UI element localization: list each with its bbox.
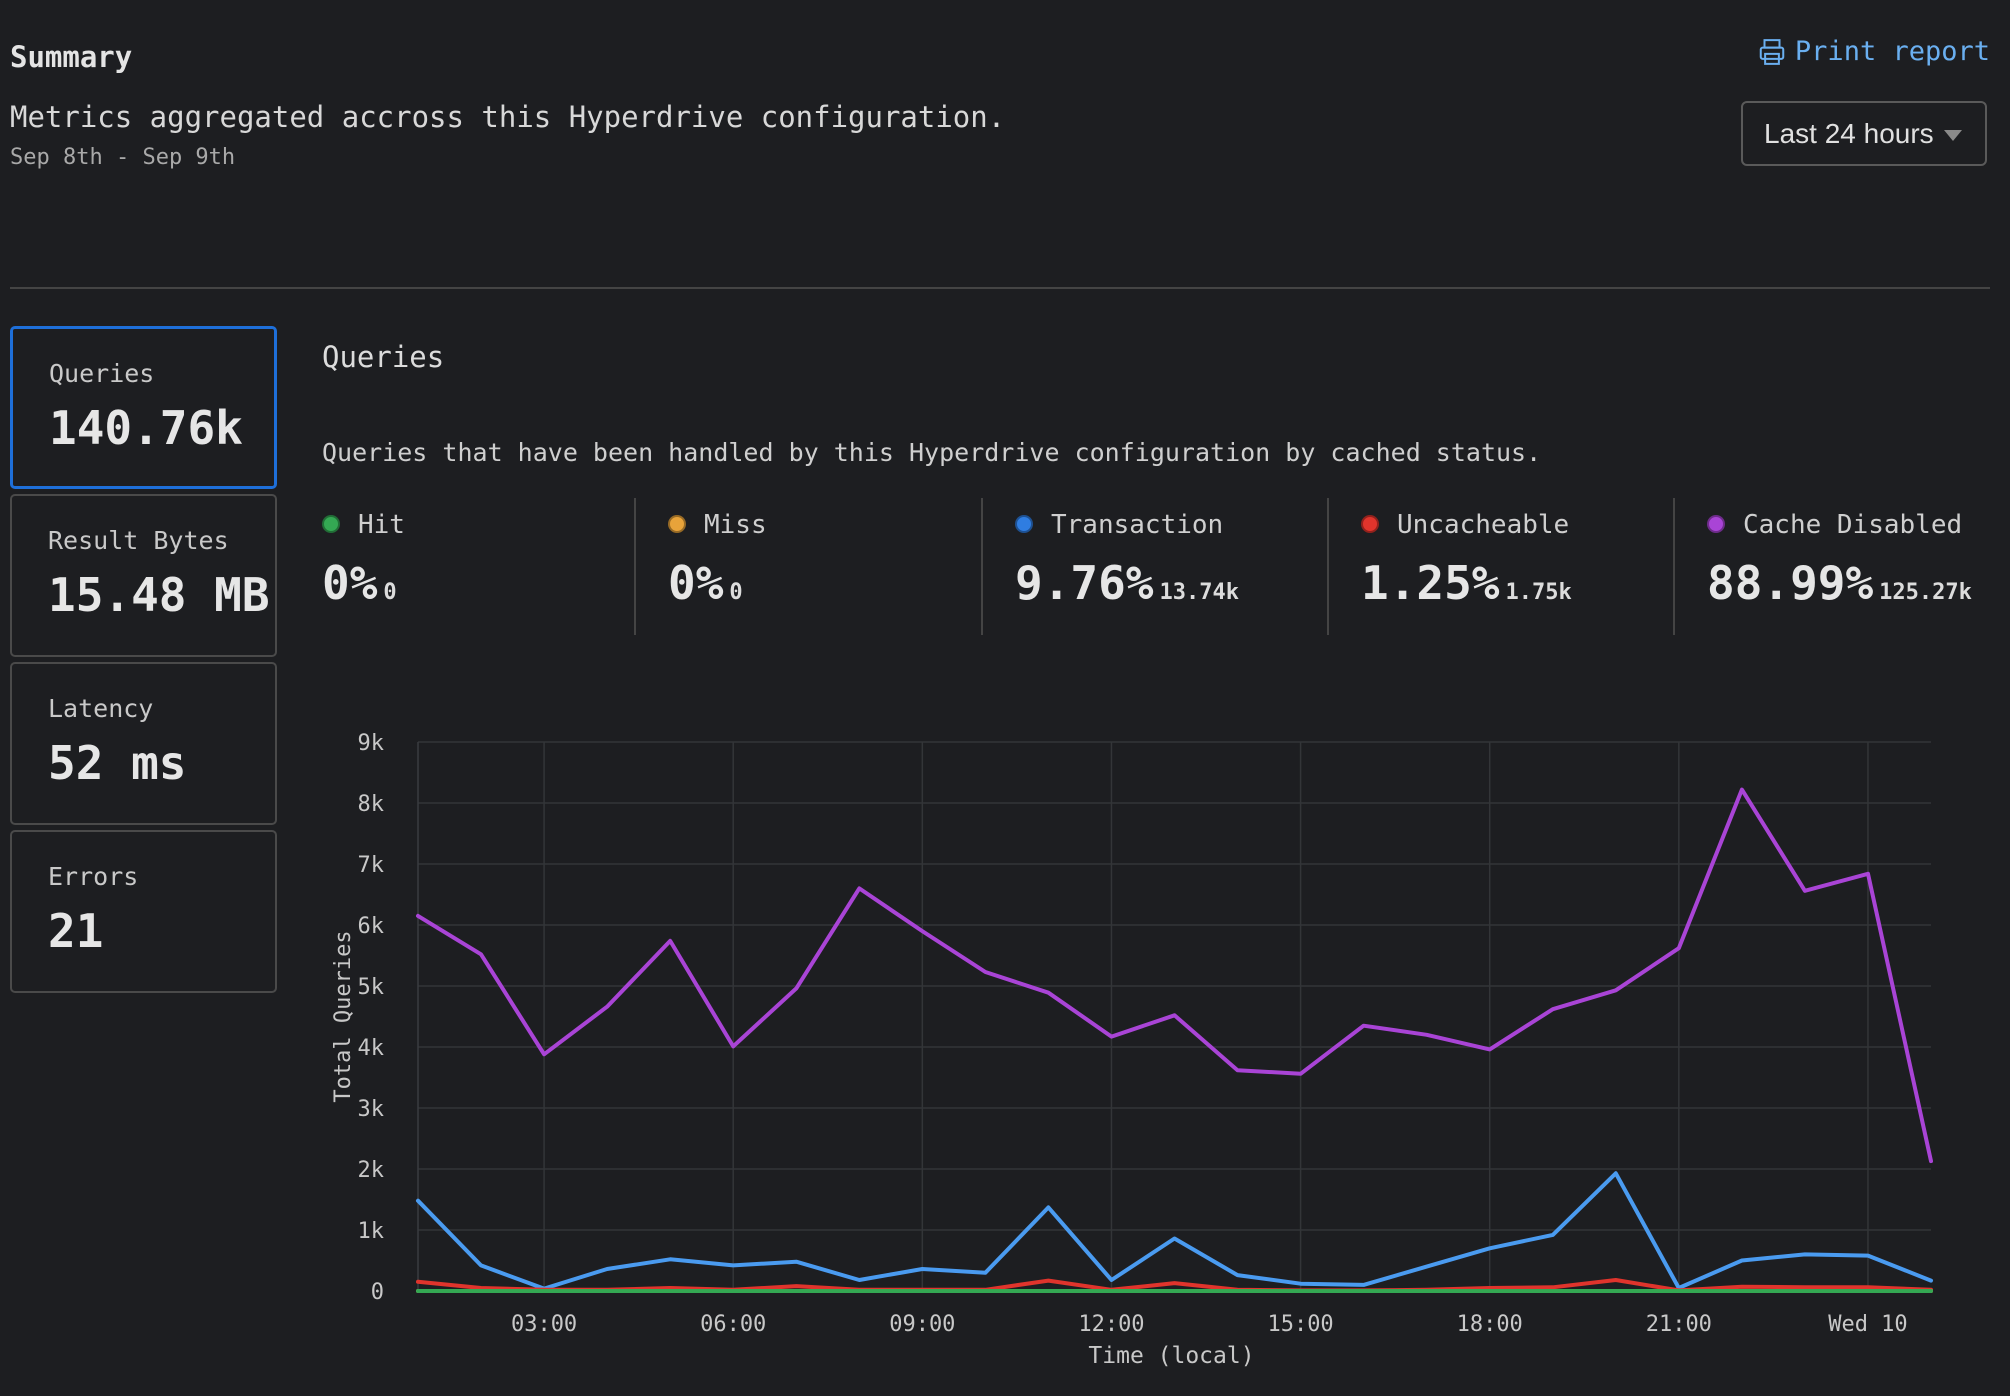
legend-percent-value: 88.99% [1707, 556, 1874, 610]
legend-item-transaction[interactable]: Transaction 9.76% 13.74k [1015, 510, 1315, 635]
legend-count: 0 [729, 580, 743, 605]
status-dot-icon [668, 515, 686, 533]
x-axis-label: Time (local) [1088, 1343, 1254, 1369]
x-tick-label: 03:00 [511, 1312, 577, 1337]
status-dot-icon [1707, 515, 1725, 533]
queries-section-description: Queries that have been handled by this H… [322, 438, 1542, 467]
time-range-value: Last 24 hours [1764, 117, 1934, 149]
legend-name: Transaction [1051, 510, 1224, 540]
legend-count: 13.74k [1159, 580, 1239, 605]
page-description: Metrics aggregated accross this Hyperdri… [10, 100, 1006, 134]
chevron-down-icon [1943, 130, 1962, 141]
y-tick-label: 1k [358, 1219, 385, 1244]
metric-value: 21 [48, 904, 104, 958]
y-axis-label: Total Queries [331, 930, 356, 1102]
metric-card-queries[interactable]: Queries 140.76k [10, 326, 277, 489]
series-line-cache-disabled [416, 787, 1933, 1164]
metric-value: 15.48 MB [48, 568, 270, 622]
series-line-transaction [416, 1171, 1933, 1291]
legend-percent-value: 0% [322, 556, 378, 610]
metric-card-errors[interactable]: Errors 21 [10, 830, 277, 993]
legend-percent: 88.99% 125.27k [1707, 556, 1972, 610]
metric-card-latency[interactable]: Latency 52 ms [10, 662, 277, 825]
print-report-link[interactable]: Print report [1757, 36, 1990, 67]
y-tick-label: 2k [358, 1158, 385, 1183]
legend-percent: 0% 0 [322, 556, 397, 610]
x-tick-label: 12:00 [1078, 1312, 1144, 1337]
x-tick-label: Wed 10 [1828, 1312, 1907, 1337]
date-range: Sep 8th - Sep 9th [10, 145, 236, 170]
legend-item-miss[interactable]: Miss 0% 0 [668, 510, 968, 635]
legend-divider [1327, 498, 1329, 635]
metric-label: Latency [48, 694, 154, 723]
y-tick-label: 0 [371, 1280, 384, 1305]
page-title: Summary [10, 40, 133, 74]
printer-icon [1759, 38, 1785, 65]
x-tick-label: 09:00 [889, 1312, 955, 1337]
y-tick-label: 8k [358, 792, 385, 817]
legend-percent: 1.25% 1.75k [1361, 556, 1572, 610]
legend-divider [634, 498, 636, 635]
y-tick-label: 5k [358, 975, 385, 1000]
legend-count: 125.27k [1879, 580, 1972, 605]
legend-name: Miss [704, 510, 767, 540]
metric-card-result-bytes[interactable]: Result Bytes 15.48 MB [10, 494, 277, 657]
y-tick-label: 7k [358, 853, 385, 878]
metric-label: Result Bytes [48, 526, 229, 555]
status-dot-icon [322, 515, 340, 533]
metric-label: Errors [48, 862, 139, 891]
status-dot-icon [1361, 515, 1379, 533]
legend-divider [1673, 498, 1675, 635]
metric-value: 52 ms [48, 736, 187, 790]
legend-name: Cache Disabled [1743, 510, 1963, 540]
y-tick-label: 9k [358, 731, 385, 756]
legend-percent-value: 9.76% [1015, 556, 1154, 610]
x-tick-label: 21:00 [1646, 1312, 1712, 1337]
legend-name: Uncacheable [1397, 510, 1570, 540]
legend-item-cache-disabled[interactable]: Cache Disabled 88.99% 125.27k [1707, 510, 2007, 635]
legend-item-hit[interactable]: Hit 0% 0 [322, 510, 622, 635]
y-tick-label: 4k [358, 1036, 385, 1061]
legend-name: Hit [358, 510, 405, 540]
x-tick-label: 15:00 [1267, 1312, 1333, 1337]
print-report-label: Print report [1794, 36, 1990, 67]
legend-item-uncacheable[interactable]: Uncacheable 1.25% 1.75k [1361, 510, 1661, 635]
series-line-uncacheable [416, 1278, 1933, 1293]
legend-percent: 9.76% 13.74k [1015, 556, 1239, 610]
legend-count: 1.75k [1505, 580, 1572, 605]
legend-percent-value: 0% [668, 556, 724, 610]
queries-section-title: Queries [322, 340, 445, 374]
legend-divider [981, 498, 983, 635]
legend-percent-value: 1.25% [1361, 556, 1500, 610]
y-tick-label: 6k [358, 914, 385, 939]
legend-percent: 0% 0 [668, 556, 743, 610]
status-dot-icon [1015, 515, 1033, 533]
y-tick-label: 3k [358, 1097, 385, 1122]
x-tick-label: 18:00 [1457, 1312, 1523, 1337]
legend-count: 0 [383, 580, 397, 605]
x-tick-label: 06:00 [700, 1312, 766, 1337]
divider [10, 287, 1990, 289]
metric-label: Queries [49, 359, 155, 388]
metric-value: 140.76k [49, 401, 243, 455]
time-range-select[interactable]: Last 24 hours [1741, 101, 1987, 166]
